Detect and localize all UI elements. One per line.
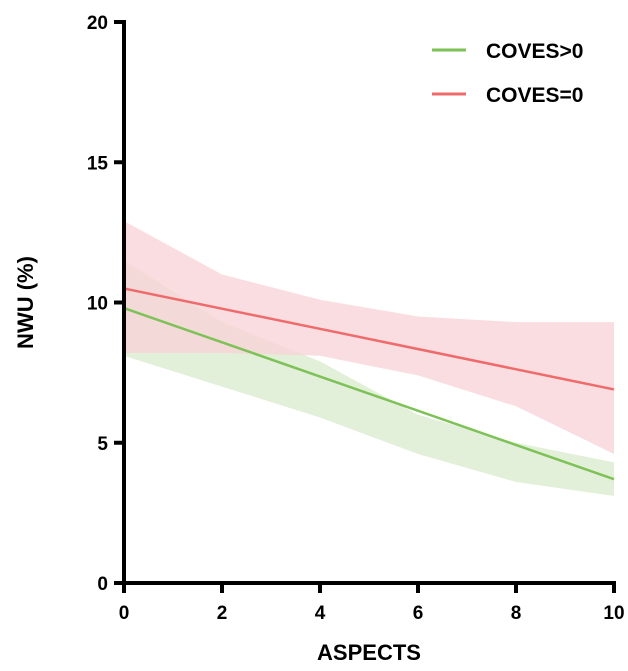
fit-lines bbox=[123, 287, 615, 481]
x-tick-label: 2 bbox=[217, 603, 228, 624]
y-tick-label: 5 bbox=[97, 434, 108, 455]
x-tick-label: 10 bbox=[603, 603, 624, 624]
series-line-1 bbox=[123, 306, 615, 481]
legend: COVES>0 COVES=0 bbox=[432, 40, 583, 107]
y-axis-title: NWU (%) bbox=[13, 256, 38, 349]
series-line-2 bbox=[123, 287, 615, 391]
y-tick-label: 20 bbox=[87, 13, 108, 34]
x-axis-title: ASPECTS bbox=[317, 640, 421, 665]
x-tick-label: 0 bbox=[119, 603, 130, 624]
x-tick-label: 8 bbox=[511, 603, 522, 624]
y-tick-label: 10 bbox=[87, 294, 108, 315]
x-tick-label: 4 bbox=[315, 603, 326, 624]
legend-label-1: COVES>0 bbox=[486, 40, 583, 63]
x-axis-ticks: 0 2 4 6 8 10 bbox=[119, 583, 625, 624]
y-tick-label: 15 bbox=[87, 153, 109, 174]
y-tick-label: 0 bbox=[97, 574, 108, 595]
confidence-band-2 bbox=[124, 221, 614, 454]
x-tick-label: 6 bbox=[413, 603, 424, 624]
y-axis-ticks: 0 5 10 15 20 bbox=[87, 13, 124, 595]
legend-label-2: COVES=0 bbox=[486, 84, 583, 107]
